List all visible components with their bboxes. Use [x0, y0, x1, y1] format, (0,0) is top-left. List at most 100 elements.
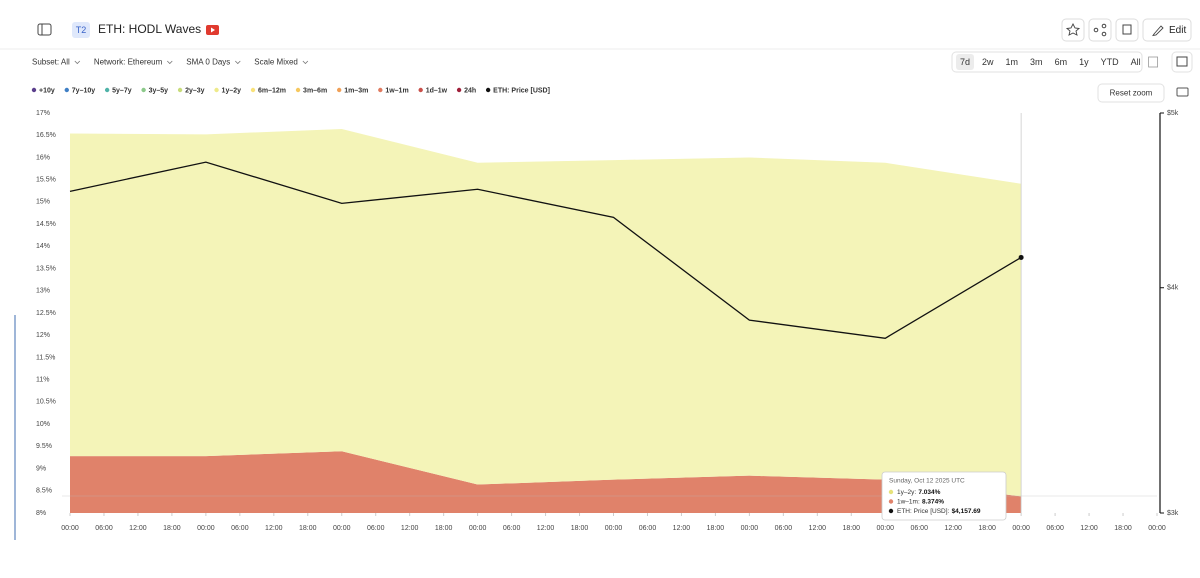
legend-label[interactable]: 2y–3y: [185, 87, 205, 94]
x-tick-label: 18:00: [299, 525, 317, 532]
share-icon: [1101, 23, 1107, 29]
range-button[interactable]: 2w: [978, 54, 998, 70]
chevron: [166, 60, 173, 65]
x-tick-label: 12:00: [265, 525, 283, 532]
share-icon: [1101, 31, 1107, 37]
filter-dropdown[interactable]: Scale Mixed: [254, 58, 298, 67]
x-tick-label: 00:00: [1012, 525, 1030, 532]
tooltip-value: $4,157.69: [952, 508, 981, 515]
star-button[interactable]: [1061, 18, 1085, 42]
legend-label[interactable]: 1d–1w: [426, 87, 448, 94]
legend-label[interactable]: 3y–5y: [149, 87, 169, 94]
tooltip-dot: [888, 489, 894, 495]
x-tick-label: 06:00: [910, 525, 928, 532]
sidebar-icon[interactable]: [37, 23, 52, 36]
x-tick-label: 00:00: [61, 525, 79, 532]
tooltip-box: [881, 471, 1007, 521]
x-tick-label: 18:00: [843, 525, 861, 532]
range-button[interactable]: 6m: [1051, 54, 1072, 70]
x-tick-label: 18:00: [163, 525, 181, 532]
legend-dot: [485, 87, 491, 93]
x-tick-label: 12:00: [129, 525, 147, 532]
star-icon: [1065, 22, 1081, 36]
x-tick-label: 12:00: [1080, 525, 1098, 532]
y-tick-label: 9.5%: [36, 443, 52, 450]
y-tick-label: 16.5%: [36, 132, 56, 139]
legend-label[interactable]: 7y–10y: [72, 87, 95, 94]
x-tick-label: 18:00: [707, 525, 725, 532]
legend-label[interactable]: 6m–12m: [258, 87, 286, 94]
edit-label: Edit: [1169, 25, 1186, 36]
copy-button[interactable]: [1115, 18, 1139, 42]
y-tick-label: 11%: [36, 377, 50, 384]
x-tick-label: 06:00: [95, 525, 113, 532]
y-tick-label: 13%: [36, 288, 50, 295]
x-tick-label: 06:00: [639, 525, 657, 532]
share-button[interactable]: [1088, 18, 1112, 42]
filter-dropdown[interactable]: Network: Ethereum: [94, 58, 163, 67]
y2-tick-label: $4k: [1167, 285, 1179, 292]
range-button[interactable]: YTD: [1097, 54, 1123, 70]
y-tick-label: 15.5%: [36, 177, 56, 184]
tooltip-colon: :: [948, 508, 950, 515]
youtube-play: [211, 27, 215, 33]
area: [70, 129, 1022, 497]
range-button[interactable]: 7d: [956, 54, 975, 70]
legend-label[interactable]: 1y–2y: [222, 87, 242, 94]
camera-icon[interactable]: [1176, 87, 1189, 97]
tooltip-dot: [888, 499, 894, 504]
range-label: 3m: [1030, 57, 1043, 67]
x-tick-label: 06:00: [367, 525, 385, 532]
range-label: 2w: [982, 57, 994, 67]
tooltip-series: ETH: Price [USD]: [897, 508, 948, 515]
x-tick-label: 12:00: [401, 525, 419, 532]
y-tick-label: 13.5%: [36, 265, 56, 272]
range-button[interactable]: 1m: [1002, 54, 1023, 70]
y-tick-label: 9%: [36, 465, 46, 472]
tooltip-colon: :: [914, 489, 916, 496]
badge: T2: [76, 25, 87, 35]
reset-zoom-label: Reset zoom: [1110, 89, 1153, 98]
zoom-select-icon[interactable]: [1148, 56, 1159, 68]
legend-label[interactable]: 5y–7y: [112, 87, 132, 94]
range-button-bg: [956, 54, 975, 70]
legend-label[interactable]: ETH: Price [USD]: [493, 87, 550, 94]
legend-label[interactable]: 24h: [464, 87, 476, 94]
legend-dot: [336, 87, 342, 93]
range-button[interactable]: All: [1127, 54, 1145, 70]
y-tick-label: 12.5%: [36, 310, 56, 317]
badge-bg: [72, 22, 90, 38]
legend-label[interactable]: 3m–6m: [303, 87, 327, 94]
share-icon: [1093, 27, 1099, 33]
x-tick-label: 00:00: [333, 525, 351, 532]
y-tick-label: 10.5%: [36, 399, 56, 406]
y-tick-label: 14%: [36, 243, 50, 250]
y-tick-label: 12%: [36, 332, 50, 339]
x-tick-label: 06:00: [503, 525, 521, 532]
x-tick-label: 18:00: [1114, 525, 1132, 532]
legend-label[interactable]: 1w–1m: [385, 87, 408, 94]
tooltip-series: 1w–1m: [897, 499, 918, 506]
y2-tick-label: $5k: [1167, 110, 1179, 117]
legend-label[interactable]: 1m–3m: [344, 87, 368, 94]
range-label: YTD: [1101, 57, 1120, 67]
hover-point: [1018, 254, 1024, 260]
y-tick-label: 11.5%: [36, 354, 55, 361]
filter-dropdown[interactable]: SMA 0 Days: [186, 58, 230, 67]
tooltip-series: 1y–2y: [897, 489, 915, 496]
range-button[interactable]: 1y: [1075, 54, 1093, 70]
tooltip-colon: :: [918, 499, 920, 506]
range-button[interactable]: 3m: [1026, 54, 1047, 70]
tooltip-title: Sunday, Oct 12 2025 UTC: [889, 478, 965, 485]
x-tick-label: 00:00: [741, 525, 759, 532]
calendar-button[interactable]: [1171, 51, 1193, 73]
chevron: [74, 60, 81, 65]
y-tick-label: 15%: [36, 199, 50, 206]
reset-zoom-button[interactable]: [1097, 83, 1165, 103]
page-title: ETH: HODL Waves: [98, 22, 201, 36]
filter-dropdown[interactable]: Subset: All: [32, 58, 70, 67]
tooltip-dot: [888, 508, 894, 514]
calendar-icon: [1176, 56, 1188, 67]
legend-label[interactable]: +10y: [39, 87, 55, 94]
area-layer: [70, 129, 1022, 513]
